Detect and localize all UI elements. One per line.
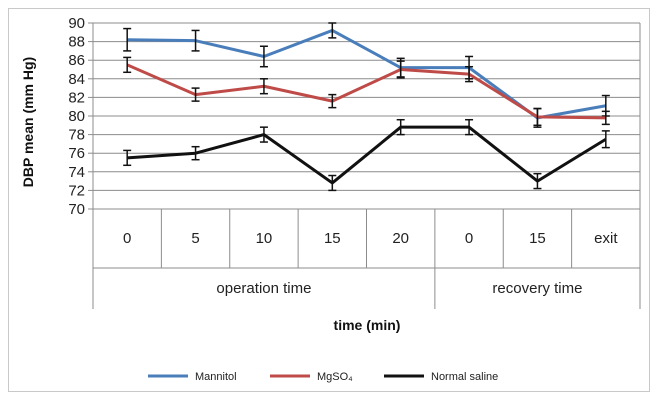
x-category-label: 5: [191, 230, 199, 247]
gridlines: [88, 22, 640, 210]
x-axis-categories: 0 5 10 15 20 0 15 exit operation time recovery ti…: [92, 23, 641, 309]
series-line: [126, 63, 606, 120]
chart-frame: [8, 8, 650, 392]
y-axis-title: DBP mean (mm Hg): [20, 57, 36, 187]
y-tick-label: 80: [68, 108, 85, 125]
y-tick-label: 90: [68, 15, 85, 32]
x-category-label: 20: [392, 230, 409, 247]
x-group-label: operation time: [216, 280, 311, 297]
y-tick-label: 82: [68, 89, 85, 106]
x-group-label: recovery time: [492, 280, 582, 297]
y-tick-label: 86: [68, 52, 85, 69]
legend: Mannitol MgSO₄ Normal saline: [148, 371, 498, 383]
y-tick-label: 88: [68, 34, 85, 51]
y-tick-label: 78: [68, 127, 85, 144]
x-category-label: 15: [324, 230, 341, 247]
y-tick-label: 70: [68, 201, 85, 218]
series-mgso-: [123, 56, 610, 127]
series-line: [127, 125, 607, 185]
y-tick-label: 74: [68, 164, 85, 181]
series-layer: [123, 22, 610, 192]
x-axis-title: time (min): [334, 317, 401, 333]
x-category-label: 15: [529, 230, 546, 247]
legend-label: Mannitol: [195, 371, 237, 383]
x-category-label: 10: [256, 230, 273, 247]
x-category-label: 0: [465, 230, 473, 247]
series-line: [127, 28, 607, 120]
y-tick-label: 84: [68, 71, 85, 88]
legend-label: MgSO₄: [317, 371, 353, 383]
y-tick-label: 72: [68, 182, 85, 199]
y-tick-label: 76: [68, 145, 85, 162]
series-normal-saline: [123, 118, 610, 192]
legend-label: Normal saline: [431, 371, 498, 383]
x-category-label: exit: [594, 230, 618, 247]
x-category-label: 0: [123, 230, 131, 247]
